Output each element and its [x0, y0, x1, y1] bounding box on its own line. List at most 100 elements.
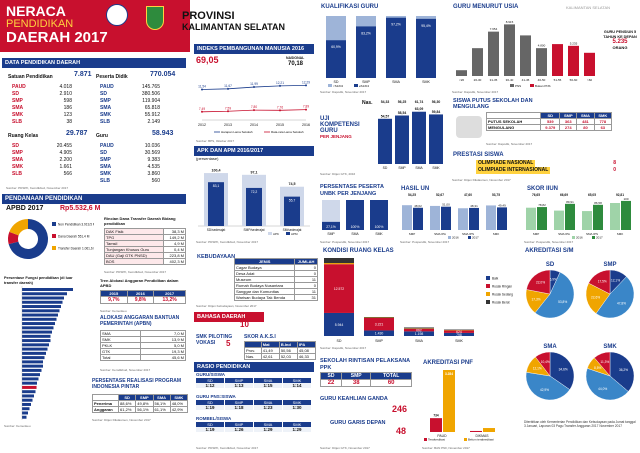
kondisi-rusak_sedang-segment [324, 263, 354, 265]
hasil-un-top-label: 52,67 [436, 193, 444, 197]
iiun-2016-bar [554, 210, 564, 230]
stat-value: 10.036 [144, 143, 160, 149]
ipm-hls-label: 12,21 [276, 81, 284, 85]
rasio-source: Sumber: PDSPK, Kemdikbud, November 2017 [196, 446, 259, 450]
unbk-bar-chart: 27,1% SMP 100% SMA 100% SMK [322, 200, 388, 236]
rasio-title: RASIO PENDIDIKAN [194, 362, 314, 372]
ipm-nasional-label: NASIONAL [286, 56, 305, 60]
pip-source: Sumber: Ditjen Dikdasmen, November 2017 [92, 418, 151, 422]
stat-row: PAUD 145.765 [100, 84, 160, 91]
akreditasi-slice-label: 36,2% [619, 368, 628, 372]
donut-legend-swatch [52, 246, 56, 250]
kondisi-baik-segment [444, 332, 474, 336]
stat-label: SMP [12, 150, 23, 156]
akreditasi-slice [585, 368, 629, 401]
aksi-table: Mat B.Ind IPA Prov. 41,49 50,56 45,08 Nas. 42,61… [244, 341, 317, 360]
unbk-category: SMP [327, 232, 335, 236]
fungsi-bar [22, 394, 34, 398]
kondisi-rr-label: 12.572 [334, 287, 344, 291]
iiun-category: SMK [617, 232, 624, 236]
kondisi-baik-segment [324, 312, 354, 336]
apk-legend-label: APK [273, 232, 279, 236]
pnf-terakreditasi-bar [430, 418, 442, 432]
ukg-category: SMA [415, 166, 423, 170]
peserta-total: 770.054 [150, 71, 176, 78]
akreditasi-slice-label: 17,3% [532, 297, 541, 301]
rasio-value: 1:30 [283, 405, 311, 410]
stat-value: 598 [63, 98, 72, 104]
stat-value: 55.912 [144, 112, 160, 118]
prestasi-row: OLIMPIADE INTERNASIONAL 0 [476, 167, 616, 174]
akreditasi-pie-title: SMP [603, 262, 616, 268]
ipm-hls-point [279, 84, 281, 87]
usia-category: 41-45 [522, 78, 530, 82]
donut-legend-swatch [52, 222, 56, 226]
rasio-value: 1:29 [254, 427, 282, 432]
ipm-rls-label: 7,76 [277, 105, 283, 109]
usia-category: 56-60 [570, 78, 578, 82]
kualifikasi-legend-b-swatch [354, 84, 358, 87]
ruang-list: SD 20.455 SMP 4.905 SMA 2.200 SMK 1.661 SLB 566 [12, 143, 92, 178]
kondisi-legend-label: Baik [492, 277, 499, 281]
ipm-hls-point [253, 86, 255, 89]
stat-label: SD [12, 91, 19, 97]
iiun-2017-bar [621, 200, 631, 230]
kualifikasi-label: 60,9% [331, 45, 341, 49]
ukg-nas-value: 56,25 [398, 100, 407, 104]
stat-row: SMA 4.535 [100, 164, 160, 171]
kebudayaan-row-cell: 31 [294, 294, 318, 301]
rasio-section-label: GURU/SISWA [196, 372, 226, 377]
rasio-value: 1:26 [225, 427, 253, 432]
akreditasi-slice [609, 351, 635, 392]
rincian-body: DAK Fisik 38,3 M TPG 149,2 M Tamsil 4,9 M Tunj… [104, 228, 187, 265]
unbk-value-label: 27,1% [326, 225, 336, 229]
hasil-un-2016-bar [486, 205, 496, 230]
iiun-2016-bar [582, 211, 592, 230]
fungsi-bar [22, 351, 46, 355]
apk-category-label: SMP/sederajat [244, 228, 265, 232]
ukg-value-label: 59,84 [432, 110, 441, 114]
rasio-header: SMP [225, 422, 253, 427]
kondisi-rusak_ringan-segment [404, 328, 434, 332]
rincian-row: Tunjangan Khusus Guru 0,4 M [104, 246, 187, 253]
aksi-body: Mat B.Ind IPA Prov. 41,49 50,56 45,08 Nas. 42,61… [244, 341, 317, 360]
tren-body: 2015 2016 2017 9,7% 9,8% 13,2% [100, 290, 186, 304]
iiun-2017-bar [537, 207, 547, 230]
ipm-rls-point [253, 109, 255, 112]
kondisi-category: SMA [415, 339, 423, 343]
pnf-terakreditasi-bar [470, 430, 482, 432]
stat-label: SMP [100, 157, 111, 163]
akreditasi-slice-label: 12,1% [533, 367, 542, 371]
usia-bar [456, 70, 467, 76]
pip-row-cell: 56,1% [135, 406, 154, 413]
ukg-title: UJI KOMPETENSI GURU PER JENJANG [320, 116, 360, 140]
rincian-title: Rincian Dana Transfer Daerah Bidang pend… [104, 216, 176, 226]
aksi-row-cell: Nas. [244, 353, 262, 360]
rasio-header: SMK [283, 378, 311, 383]
ukg-category: SD [383, 166, 388, 170]
stat-row: SD 30.569 [100, 150, 160, 157]
garis-depan-value: 48 [396, 426, 407, 436]
akreditasi-slice-label: 22,6% [591, 296, 600, 300]
satuan-list: PAUD 4.018 SD 2.910 SMP 598 SMA 186 SMK 123 SLB 38 [12, 84, 92, 126]
rasio-value: 1:15 [254, 383, 282, 388]
usia-bar [472, 48, 483, 76]
kualifikasi-bar-chart: 60,9% SD 83,2% SMP 97,2% SMA 95,4% SMK <S1/D4 ≥S1… [326, 16, 436, 88]
hasil-un-category: SMA IPA [434, 232, 446, 236]
iiun-legend-2017: 2017 [596, 236, 603, 240]
pnf-belum-label: 3.284 [445, 372, 453, 376]
province-logo [146, 6, 164, 30]
rintisan-value-row-cell: 22 [319, 379, 343, 387]
putus-body: SD SMP SMA SMK PUTUS SEKOLAH 539 363 481 778 MENG… [485, 112, 613, 131]
stat-row: SMK 55.912 [100, 112, 160, 119]
bantuan-row-cell: Total [100, 354, 141, 361]
hasil-un-low-label: 49,49 [498, 203, 506, 207]
ukg-value-label: 58,54 [398, 111, 407, 115]
stat-row: SLB 560 [100, 178, 160, 185]
stat-value: 20.455 [56, 143, 72, 149]
kondisi-rusak_berat-segment [444, 329, 474, 331]
ukg-title-d: PER JENJANG [320, 134, 352, 139]
iiun-low-label: 89,91 [566, 200, 574, 204]
kebudayaan-body: Cagar Budaya 0 Desa Adat 0 Museum 11 Rumah Bud… [233, 264, 318, 301]
ukg-category: SMP [398, 166, 406, 170]
